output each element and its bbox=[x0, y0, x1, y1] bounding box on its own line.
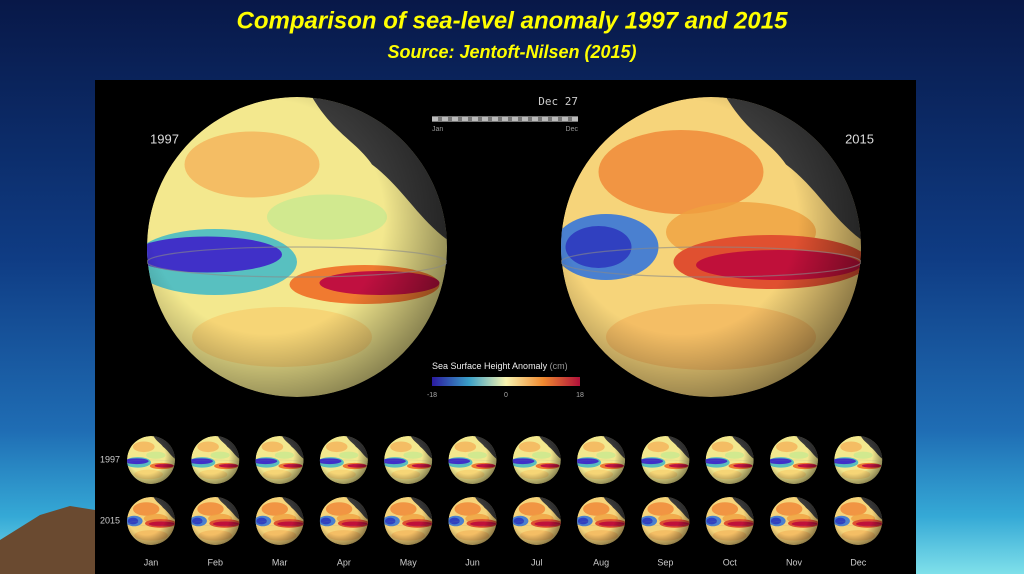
colorbar-title: Sea Surface Height Anomaly (cm) bbox=[432, 361, 568, 371]
small-multiples: 1997 2015 Jan Feb Mar Apr May Jun Jul Aug Sep Oct No… bbox=[100, 436, 884, 567]
row-label: 2015 bbox=[100, 515, 120, 525]
colorbar-title-text: Sea Surface Height Anomaly bbox=[432, 361, 548, 371]
timeline-date: Dec 27 bbox=[538, 95, 578, 108]
row-label: 1997 bbox=[100, 454, 120, 464]
colorbar bbox=[432, 377, 580, 386]
month-label: Feb bbox=[208, 557, 224, 567]
month-label: Nov bbox=[786, 557, 803, 567]
colorbar-ticks: -18 0 18 bbox=[427, 392, 584, 399]
month-label: Jun bbox=[465, 557, 480, 567]
subtitle: Source: Jentoft-Nilsen (2015) bbox=[387, 42, 636, 62]
month-label: Apr bbox=[337, 557, 351, 567]
month-label: Sep bbox=[657, 557, 673, 567]
colorbar-tick-label: 18 bbox=[576, 392, 584, 399]
colorbar-unit: (cm) bbox=[550, 361, 568, 371]
month-label: Aug bbox=[593, 557, 609, 567]
title: Comparison of sea-level anomaly 1997 and… bbox=[237, 7, 789, 34]
month-label: Mar bbox=[272, 557, 288, 567]
month-label: May bbox=[400, 557, 418, 567]
month-label: Oct bbox=[723, 557, 738, 567]
timeline-end: Dec bbox=[566, 126, 579, 133]
globe-label: 1997 bbox=[150, 131, 179, 146]
month-label: Jan bbox=[144, 557, 159, 567]
timeline-start: Jan bbox=[432, 126, 443, 133]
colorbar-tick-label: -18 bbox=[427, 392, 437, 399]
colorbar-tick-label: 0 bbox=[504, 392, 508, 399]
mountain bbox=[0, 506, 95, 574]
globe-label: 2015 bbox=[845, 131, 874, 146]
month-label: Jul bbox=[531, 557, 543, 567]
month-label: Dec bbox=[850, 557, 867, 567]
